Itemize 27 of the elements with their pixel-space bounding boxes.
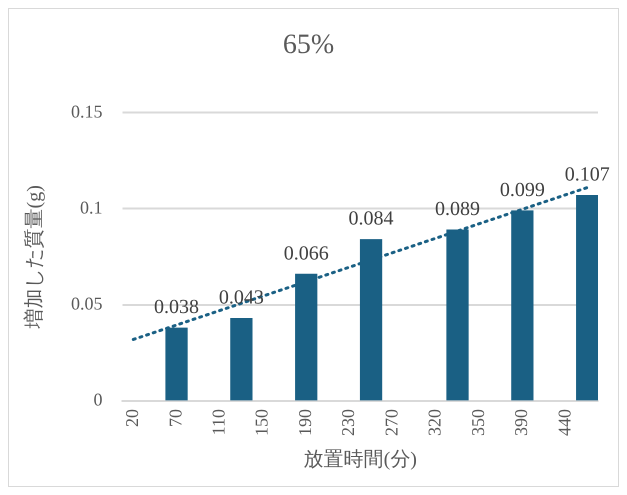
x-tick-label: 270 — [381, 409, 402, 436]
bar — [230, 318, 253, 400]
x-tick-label: 150 — [252, 409, 272, 436]
x-tick-label: 190 — [294, 409, 315, 436]
chart-title: 65% — [282, 29, 334, 60]
data-label: 0.089 — [435, 198, 480, 220]
data-label: 0.066 — [284, 242, 329, 264]
x-axis-title: 放置時間(分) — [304, 448, 417, 470]
data-label: 0.107 — [564, 164, 610, 186]
x-tick-label: 390 — [511, 409, 532, 436]
x-tick-label: 440 — [554, 409, 574, 436]
x-tick-label: 320 — [424, 409, 445, 436]
data-label: 0.038 — [154, 296, 200, 318]
data-label: 0.099 — [500, 178, 545, 201]
y-tick-label: 0 — [94, 390, 102, 410]
x-tick-label: 20 — [122, 409, 142, 427]
x-tick-label: 110 — [208, 409, 228, 436]
y-axis-title: 増加した質量(g) — [22, 185, 46, 330]
y-tick-label: 0.1 — [80, 197, 102, 218]
x-tick-label: 350 — [468, 409, 488, 436]
x-tick-label: 230 — [338, 409, 358, 436]
x-tick-label: 70 — [165, 409, 186, 427]
data-label: 0.043 — [218, 286, 264, 309]
bar — [576, 194, 598, 400]
data-label: 0.084 — [348, 208, 394, 230]
y-tick-label: 0.15 — [71, 101, 102, 122]
y-tick-label: 0.05 — [71, 294, 102, 314]
